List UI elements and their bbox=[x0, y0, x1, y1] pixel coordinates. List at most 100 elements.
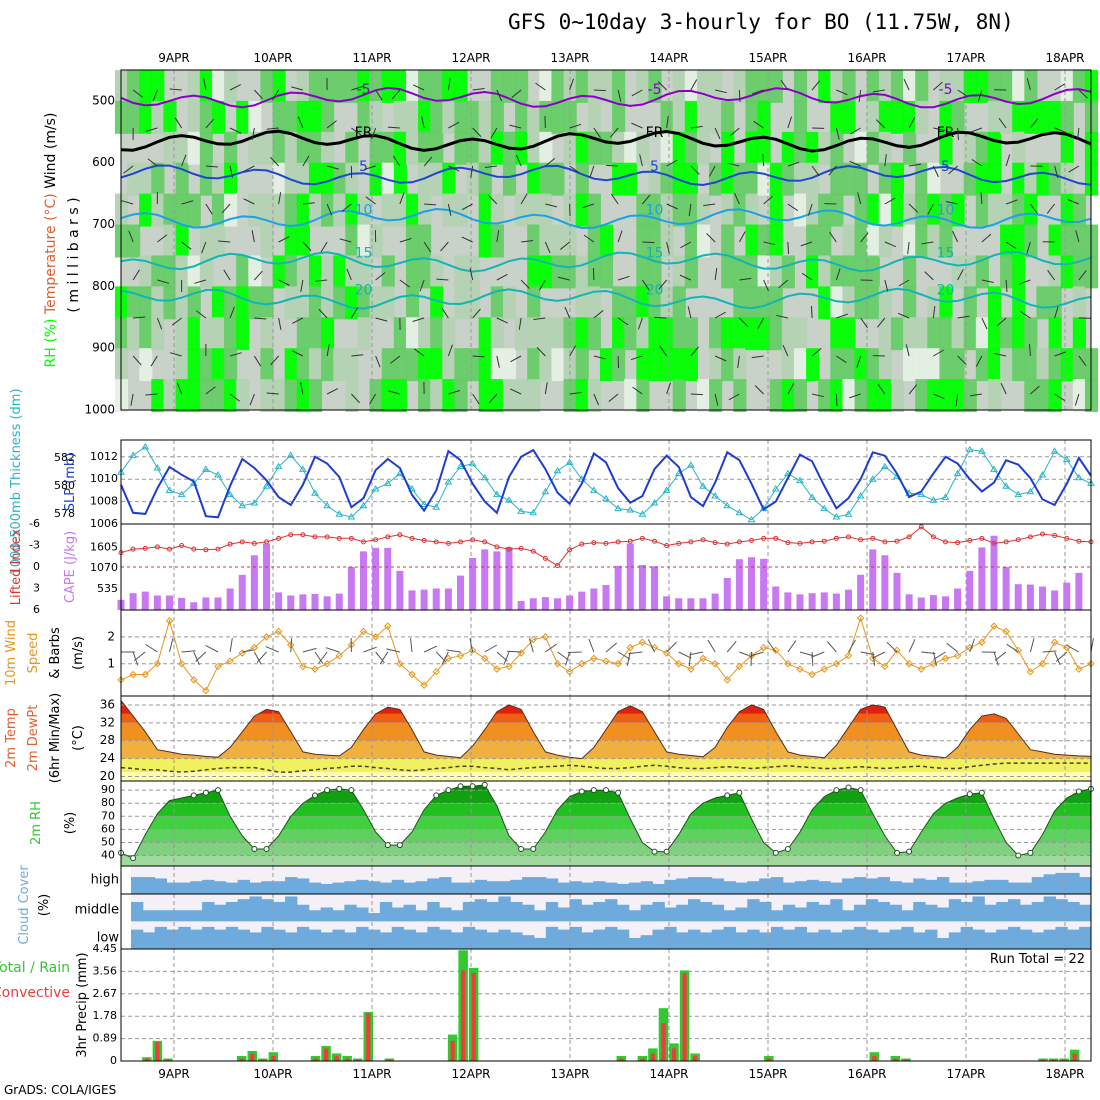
rh-point bbox=[845, 784, 852, 791]
cloud-cell bbox=[474, 899, 488, 922]
wind-point bbox=[590, 654, 598, 663]
rh-cell bbox=[806, 224, 820, 258]
cloud-cell bbox=[877, 901, 891, 922]
wind-point bbox=[687, 665, 695, 673]
wind-barb bbox=[905, 344, 910, 357]
rh-cell bbox=[381, 70, 395, 103]
rh-cell bbox=[454, 131, 468, 165]
rh-cell bbox=[151, 317, 165, 351]
wind-barb bbox=[639, 154, 643, 167]
wind-point bbox=[1038, 660, 1047, 668]
wind-barb bbox=[955, 393, 959, 406]
thickness-point bbox=[747, 515, 756, 523]
precip-convective-bar bbox=[271, 1055, 276, 1061]
rh-cell bbox=[333, 70, 347, 103]
wind-barb bbox=[1078, 89, 1088, 99]
rh-cell bbox=[672, 70, 686, 103]
wind-barb bbox=[1005, 199, 1018, 205]
wind-barb bbox=[496, 355, 500, 368]
cloud-cell bbox=[747, 881, 760, 894]
wind-barb bbox=[533, 317, 546, 320]
rh-cell bbox=[878, 100, 892, 134]
day-gridlines bbox=[173, 440, 1066, 524]
cloud-cell bbox=[439, 929, 452, 949]
rh-cell bbox=[599, 224, 614, 258]
cape-bar bbox=[202, 597, 210, 610]
precip-convective-bar bbox=[893, 1058, 898, 1061]
rh-cell bbox=[308, 286, 323, 320]
rh-cell bbox=[660, 286, 674, 320]
wind-barb bbox=[1029, 638, 1035, 653]
rh-cell bbox=[963, 162, 977, 196]
li-point bbox=[894, 538, 900, 544]
rh-cell bbox=[418, 379, 432, 412]
rh-cell bbox=[357, 100, 371, 134]
rh-cell bbox=[224, 193, 238, 227]
rh-cell bbox=[696, 100, 711, 134]
rh-cell bbox=[345, 162, 359, 196]
wind-point bbox=[202, 686, 210, 695]
thickness-point bbox=[177, 490, 186, 498]
wind-barb bbox=[461, 203, 473, 211]
wind-barb bbox=[782, 344, 789, 357]
thickness-point bbox=[238, 501, 247, 509]
rh-cell bbox=[430, 70, 444, 103]
cloud-cell bbox=[853, 877, 867, 894]
slp-line bbox=[120, 448, 1092, 519]
rh-point bbox=[784, 846, 791, 852]
rh-cell bbox=[405, 348, 420, 382]
precip-convective-bar bbox=[682, 972, 687, 1061]
rh-cell bbox=[1072, 317, 1086, 351]
wind-barb bbox=[877, 383, 886, 395]
cloud-cell bbox=[593, 929, 606, 949]
cloud-cell bbox=[391, 926, 405, 949]
wind-barb bbox=[132, 89, 144, 98]
rh-cell bbox=[308, 379, 323, 412]
wind-barb bbox=[472, 393, 480, 405]
rh-cell bbox=[515, 70, 529, 103]
rh-cell bbox=[224, 131, 238, 165]
rh-cell bbox=[915, 70, 929, 103]
cape-bar bbox=[711, 593, 719, 610]
wind-barb bbox=[1054, 127, 1066, 133]
rh-point bbox=[312, 792, 318, 799]
cape-bar bbox=[1026, 584, 1034, 610]
rh-cell bbox=[175, 348, 189, 382]
precip-convective-bar bbox=[144, 1058, 149, 1061]
cape-bar bbox=[153, 595, 161, 610]
rh-cell bbox=[163, 255, 177, 289]
rh-cell bbox=[1024, 100, 1038, 134]
rh-ylabel: 2m RH bbox=[29, 801, 44, 845]
wind-barb bbox=[152, 89, 158, 102]
rh-cell bbox=[478, 317, 492, 351]
slp-tick: 1006 bbox=[90, 517, 118, 530]
rh-cell bbox=[211, 348, 226, 382]
thickness-point bbox=[286, 451, 295, 458]
li-point bbox=[688, 539, 694, 545]
rh-cell bbox=[236, 255, 250, 289]
cloud-cell bbox=[972, 929, 985, 949]
rh-cell bbox=[599, 70, 614, 103]
rh-cell bbox=[733, 317, 747, 351]
rh-cell bbox=[915, 317, 929, 351]
cape-bar bbox=[1051, 590, 1059, 610]
rh-cell bbox=[854, 286, 868, 320]
cloud-cell bbox=[616, 904, 630, 922]
wind-barb bbox=[448, 121, 460, 129]
li-point bbox=[361, 539, 366, 545]
cloud-cell bbox=[237, 899, 251, 922]
wind-barb bbox=[666, 116, 669, 129]
rh-cell bbox=[975, 193, 989, 227]
rh-cell bbox=[490, 348, 504, 382]
wind-frame bbox=[120, 609, 1092, 697]
thickness-point bbox=[456, 462, 465, 470]
cloud-cell bbox=[308, 910, 322, 922]
cloud-cell bbox=[296, 926, 310, 949]
cloud-cell bbox=[1055, 872, 1068, 894]
rh-cell bbox=[442, 379, 456, 412]
wind-barb bbox=[375, 651, 385, 664]
rh-cell bbox=[878, 317, 892, 351]
rh-cell bbox=[563, 255, 577, 289]
rh-cell bbox=[369, 162, 383, 196]
date-label-top: 11APR bbox=[352, 51, 391, 65]
